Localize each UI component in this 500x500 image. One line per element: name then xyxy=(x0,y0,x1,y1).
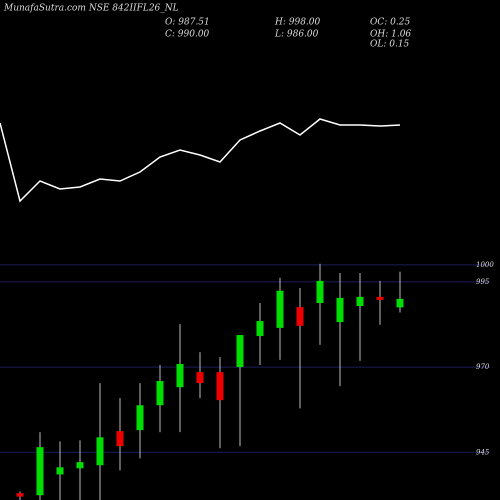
open-label: O: 987.51 xyxy=(165,18,210,28)
candle-body xyxy=(156,381,164,406)
candle-body xyxy=(76,462,84,469)
candle-body xyxy=(176,364,184,388)
candle-body xyxy=(136,405,144,431)
candle-body xyxy=(336,297,344,323)
candle-body xyxy=(16,493,24,497)
candle-body xyxy=(296,307,304,326)
candle-body xyxy=(356,296,364,307)
oh-label: OH: 1.06 xyxy=(370,30,411,40)
close-label: C: 990.00 xyxy=(165,30,210,40)
candle-body xyxy=(96,437,104,466)
high-label: H: 998.00 xyxy=(274,18,321,28)
candle-body xyxy=(196,372,204,384)
candle-body xyxy=(316,280,324,303)
price-line xyxy=(0,118,401,203)
candle-body xyxy=(56,467,64,475)
oc-label: OC: 0.25 xyxy=(370,18,410,28)
candle-body xyxy=(396,298,404,308)
candle-body xyxy=(376,296,384,300)
candle-body xyxy=(36,447,44,496)
low-label: L: 986.00 xyxy=(274,30,319,40)
candle-body xyxy=(116,431,124,447)
site-title: MunafaSutra.com NSE 842IIFL26_NL xyxy=(3,4,179,14)
y-tick-label: 1000 xyxy=(476,261,494,269)
y-tick-label: 970 xyxy=(476,363,490,371)
y-tick-label: 945 xyxy=(476,448,490,456)
candle-body xyxy=(256,321,264,337)
y-tick-label: 995 xyxy=(476,278,490,286)
candle-body xyxy=(236,335,244,368)
ol-label: OL: 0.15 xyxy=(370,40,410,50)
candle-body xyxy=(216,372,224,401)
candle-body xyxy=(276,290,284,328)
